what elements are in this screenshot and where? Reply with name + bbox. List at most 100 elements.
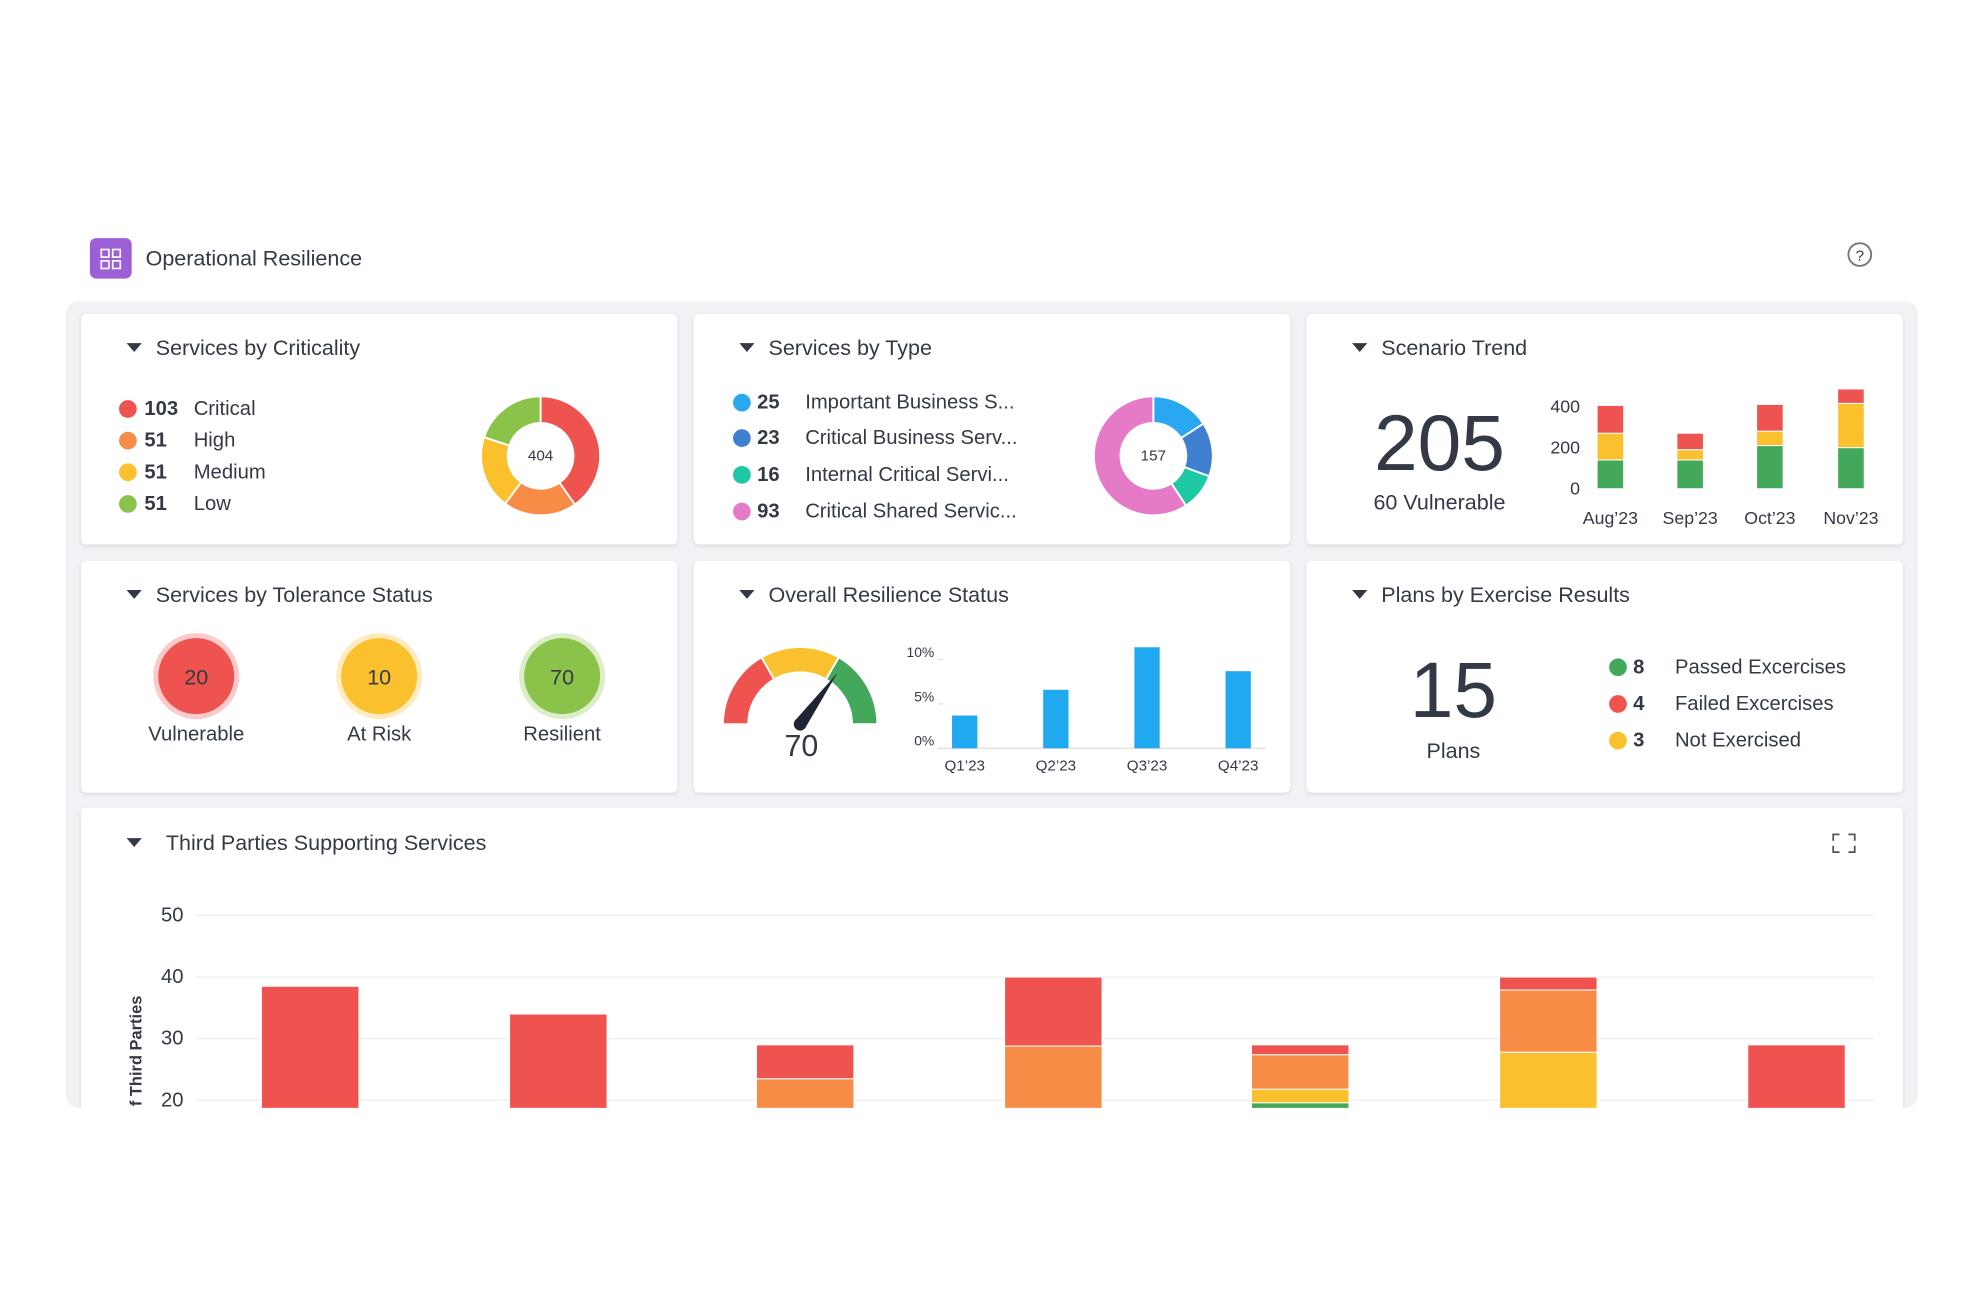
bar-segment (1837, 402, 1865, 449)
y-tick-label: 20 (161, 1089, 184, 1111)
bar-segment (1756, 430, 1784, 447)
legend-dot (119, 463, 137, 482)
legend-dot (119, 400, 137, 418)
bar-segment (1004, 1045, 1103, 1108)
bar-segment (1250, 1088, 1350, 1104)
y-axis-title: f Third Parties (128, 996, 146, 1107)
collapse-toggle[interactable] (126, 838, 142, 848)
icon-cell (111, 248, 122, 258)
x-tick-label: Q4’23 (1218, 758, 1259, 775)
needle-hub (793, 717, 807, 731)
x-tick-label: Q2’23 (1036, 758, 1077, 775)
x-tick-label: Q1’23 (944, 758, 985, 775)
legend-label: Low (194, 493, 232, 515)
legend-dot (1609, 731, 1627, 750)
legend-dot (119, 495, 137, 513)
kpi-caption: 60 Vulnerable (1373, 491, 1505, 515)
legend-value: 8 (1633, 656, 1644, 678)
collapse-toggle[interactable] (739, 343, 755, 353)
collapse-toggle[interactable] (739, 590, 755, 599)
legend-value: 25 (757, 392, 780, 414)
collapse-toggle[interactable] (126, 343, 142, 353)
y-tick-label: 5% (914, 688, 934, 704)
expand-icon[interactable] (1832, 833, 1856, 853)
status-value: 10 (367, 665, 391, 689)
x-tick-label: Oct’23 (1744, 508, 1795, 528)
status-value: 70 (550, 665, 574, 689)
bar-segment (755, 1078, 855, 1108)
card-title: Third Parties Supporting Services (166, 831, 486, 855)
bar-segment (1250, 1044, 1350, 1056)
collapse-toggle[interactable] (126, 590, 142, 599)
legend-dot (1609, 658, 1627, 677)
gauge-band (824, 656, 879, 726)
bar-segment (1499, 989, 1598, 1053)
x-tick-label: Q3’23 (1127, 758, 1168, 775)
bar-segment (1596, 404, 1625, 434)
bar-segment (1756, 403, 1784, 432)
card-title: Services by Criticality (156, 336, 361, 360)
y-tick-label: 200 (1550, 438, 1580, 458)
bar-segment (1747, 1044, 1846, 1108)
card-title: Services by Tolerance Status (156, 583, 433, 607)
bar-segment (1837, 447, 1865, 490)
bar-segment (1756, 445, 1784, 490)
status-value: 20 (184, 665, 208, 689)
legend-label: Critical (194, 398, 256, 420)
bar-segment (1837, 388, 1865, 404)
legend-dot (119, 431, 137, 450)
collapse-toggle[interactable] (1352, 343, 1368, 353)
legend-value: 103 (144, 398, 178, 420)
y-tick-label: 30 (161, 1028, 184, 1050)
card-title: Scenario Trend (1381, 336, 1527, 360)
donut-total: 157 (1141, 447, 1166, 464)
bar-segment (1676, 449, 1704, 461)
donut-segment (1092, 395, 1188, 517)
y-tick-label: 50 (161, 904, 184, 926)
help-mark: ? (1856, 247, 1864, 264)
legend-label: High (194, 430, 236, 452)
legend-label: Internal Critical Servi... (805, 464, 1009, 486)
legend-dot (733, 502, 751, 521)
icon-cell (100, 260, 110, 270)
collapse-toggle[interactable] (1352, 590, 1368, 599)
help-icon[interactable] (1847, 242, 1873, 267)
card (1306, 560, 1903, 793)
content: Services by Criticality Services by Type S… (65, 301, 1919, 1111)
status-label: At Risk (347, 723, 412, 745)
status-label: Vulnerable (148, 723, 244, 745)
bar (952, 715, 978, 749)
kpi-caption: Plans (1426, 739, 1480, 763)
status-circle (341, 638, 418, 715)
bar-segment (755, 1044, 855, 1080)
bar-segment (1676, 459, 1704, 490)
bar-segment (509, 1013, 608, 1108)
y-tick-label: 10% (906, 644, 934, 660)
bar (1134, 647, 1160, 749)
legend-label: Important Business S... (805, 392, 1014, 414)
status-circle (158, 638, 235, 715)
legend-value: 51 (144, 461, 167, 483)
x-tick-label: Nov’23 (1823, 508, 1878, 528)
page-title: Operational Resilience (146, 246, 363, 270)
gauge-needle (795, 673, 838, 728)
bar-segment (1499, 1051, 1598, 1108)
legend-label: Medium (194, 461, 266, 483)
y-tick-label: 0 (1570, 479, 1580, 499)
legend-label: Critical Business Serv... (805, 427, 1017, 449)
legend-value: 23 (757, 427, 780, 449)
card-title: Services by Type (768, 336, 931, 360)
bar-segment (1596, 432, 1625, 461)
legend-label: Critical Shared Servic... (805, 501, 1017, 523)
bar-segment (1596, 459, 1625, 490)
gauge-value: 70 (784, 729, 818, 763)
bar-segment (1004, 976, 1103, 1047)
x-tick-label: Aug’23 (1583, 508, 1638, 528)
legend-dot (733, 393, 751, 412)
bar-segment (1499, 976, 1598, 991)
legend-value: 16 (757, 464, 780, 486)
bar-segment (1250, 1102, 1350, 1108)
y-tick-label: 400 (1550, 396, 1580, 416)
icon-cell (111, 260, 122, 270)
